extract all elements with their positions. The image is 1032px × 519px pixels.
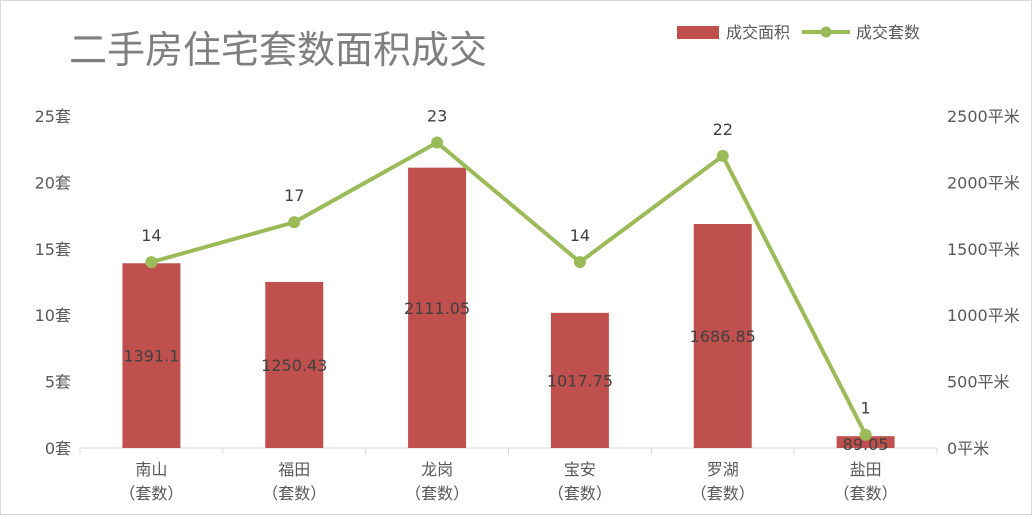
series-line (150, 140, 868, 436)
y-left-tick-label: 25套 (35, 107, 71, 126)
line-data-label: 14 (570, 226, 590, 245)
legend-label-area: 成交面积 (726, 23, 790, 42)
x-category-label: （套数） (405, 484, 469, 503)
y-right-tick-label: 2500平米 (947, 107, 1020, 126)
bar (122, 263, 181, 448)
line-point (145, 256, 158, 269)
y-right-tick-label: 1500平米 (947, 240, 1020, 259)
bar (693, 223, 752, 448)
bar-data-label: 2111.05 (404, 299, 470, 318)
line-point (716, 149, 729, 162)
x-category-label: （套数） (691, 484, 755, 503)
bar (550, 312, 609, 448)
legend-label-count: 成交套数 (856, 23, 920, 42)
line-point (288, 216, 301, 229)
y-left-tick-label: 0套 (45, 439, 71, 458)
bar-data-label: 1017.75 (547, 371, 613, 390)
line-point (859, 428, 872, 441)
bar-data-label: 1686.85 (690, 327, 756, 346)
y-left-tick-label: 10套 (35, 306, 71, 325)
y-right-tick-label: 2000平米 (947, 173, 1020, 192)
line-data-label: 1 (860, 399, 870, 418)
x-category-label: （套数） (119, 484, 183, 503)
x-category-label: 龙岗 (421, 460, 453, 479)
bar-data-label: 89.05 (843, 435, 889, 454)
bar (408, 167, 467, 448)
x-category-label: 南山 (135, 460, 167, 479)
bar-series-area: 1391.1 1250.43 2111.05 1017.75 1686.85 89.05 (122, 167, 895, 454)
x-category-label: （套数） (262, 484, 326, 503)
y-left-tick-label: 20套 (35, 173, 71, 192)
line-data-label: 14 (141, 226, 161, 245)
x-category-label: （套数） (548, 484, 612, 503)
chart-title: 二手房住宅套数面积成交 (69, 28, 487, 72)
bar (265, 281, 324, 448)
legend-swatch-area (677, 26, 719, 39)
y-right-tick-label: 0平米 (947, 439, 989, 458)
line-data-label: 23 (427, 107, 447, 126)
line-point (573, 256, 586, 269)
bar (836, 436, 895, 448)
y-right-tick-label: 500平米 (947, 373, 1010, 392)
y-right-tick-label: 1000平米 (947, 306, 1020, 325)
line-point (431, 136, 444, 149)
x-category-label: 福田 (278, 460, 310, 479)
x-category-label: 罗湖 (707, 460, 739, 479)
x-category-label: 宝安 (564, 460, 596, 479)
line-data-label: 17 (284, 186, 304, 205)
axes: 0套 5套 10套 15套 20套 25套 0平米 500平米 1000平米 1500平米 2000… (35, 107, 1020, 503)
y-left-tick-label: 15套 (35, 240, 71, 259)
line-series-count: 14 17 23 14 22 1 (141, 107, 872, 441)
line-data-label: 22 (713, 120, 733, 139)
x-category-label: （套数） (834, 484, 898, 503)
y-left-tick-label: 5套 (45, 373, 71, 392)
bar-data-label: 1391.1 (123, 347, 179, 366)
bar-data-label: 1250.43 (261, 356, 327, 375)
legend: 成交面积 成交套数 (677, 23, 920, 42)
x-category-label: 盐田 (850, 460, 882, 479)
legend-swatch-count-marker (820, 26, 832, 38)
